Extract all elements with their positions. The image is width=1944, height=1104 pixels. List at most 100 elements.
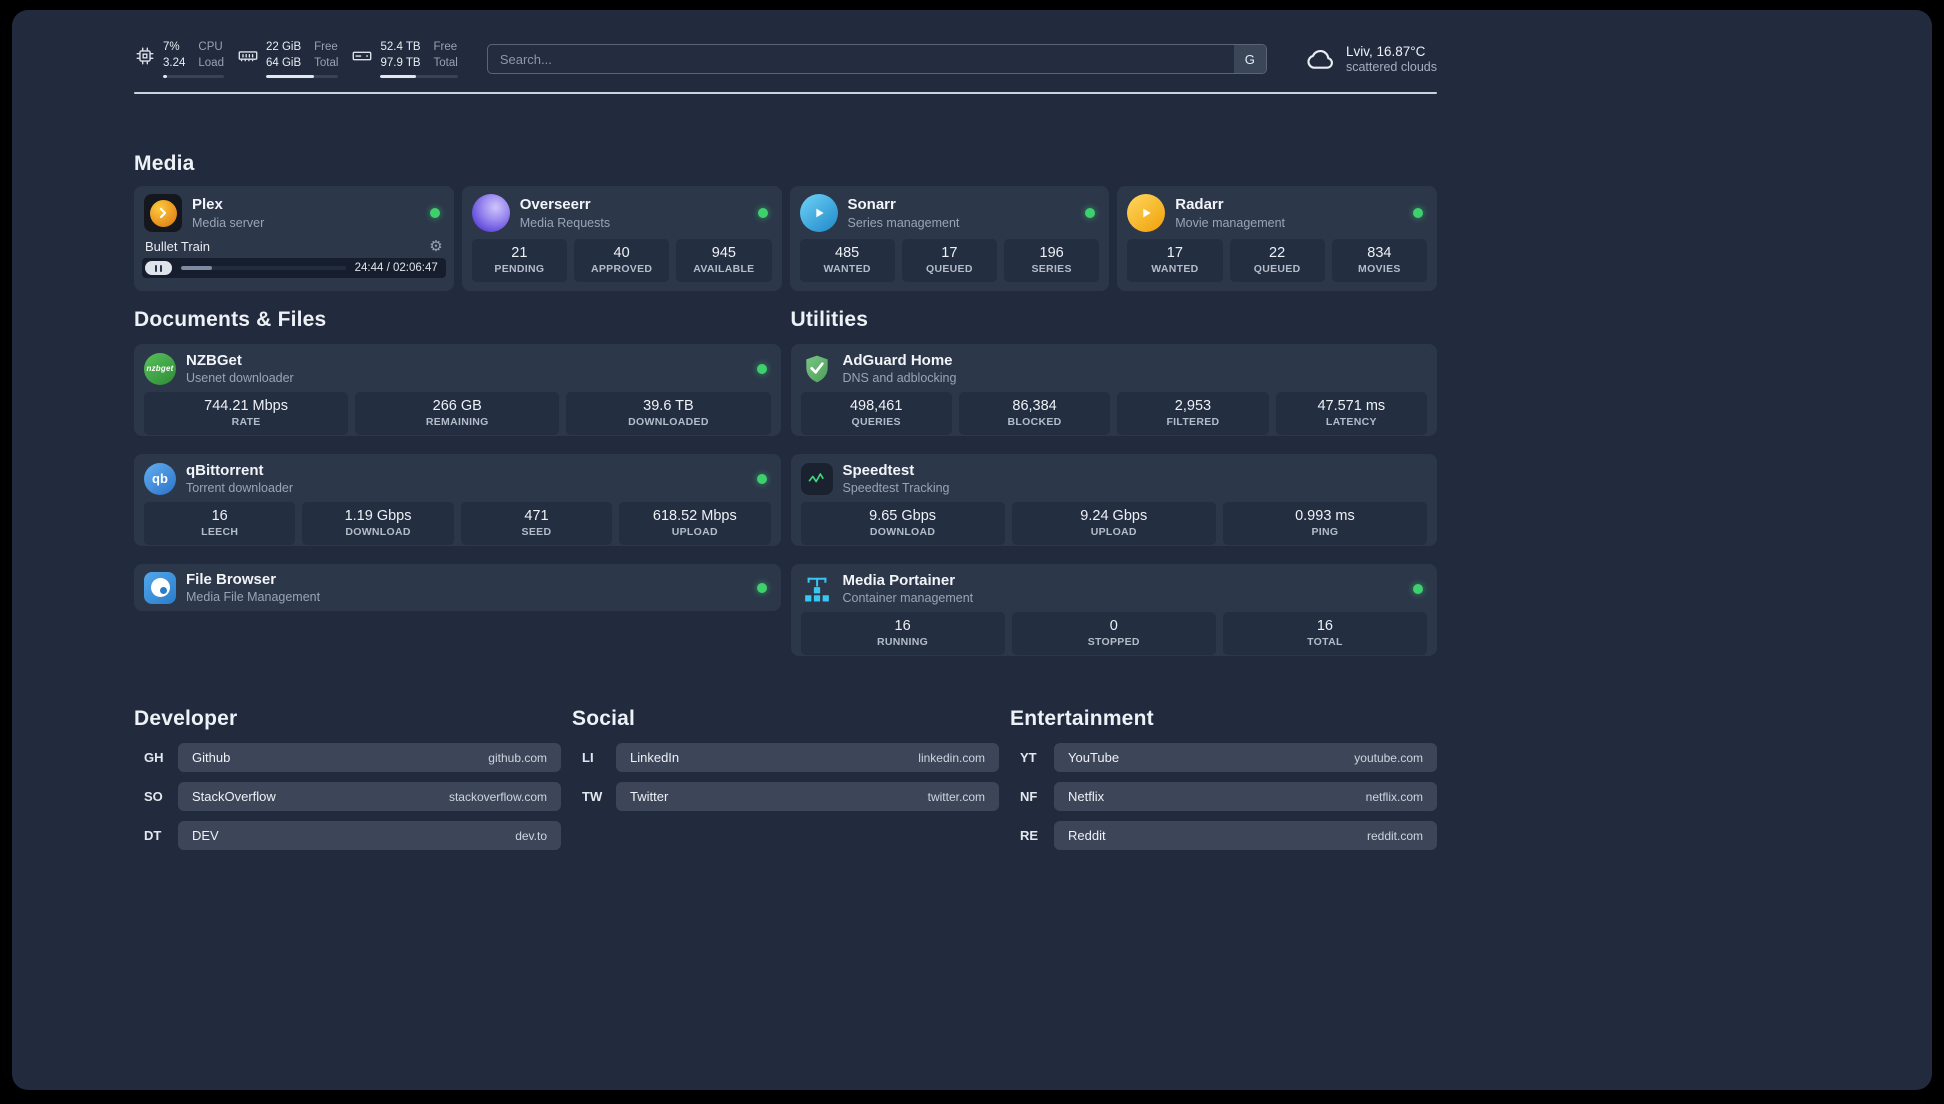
section-entertainment: Entertainment YT YouTube youtube.com NF …	[1010, 706, 1437, 850]
stat-value: 618.52 Mbps	[652, 508, 737, 525]
seek-track[interactable]	[181, 266, 346, 270]
cpu-load-value: 3.24	[163, 56, 186, 69]
playback-time: 24:44 / 02:06:47	[354, 262, 438, 274]
stat-value: 945	[711, 245, 736, 261]
app-subtitle: Torrent downloader	[186, 481, 294, 496]
bookmark-abbr: SO	[144, 789, 163, 804]
ram-free-label: Free	[314, 41, 338, 54]
app-name: Media Portainer	[842, 572, 956, 589]
stat-tile: 16 TOTAL	[1222, 612, 1428, 656]
stat-value: 39.6 TB	[643, 398, 694, 415]
bookmark-url: netflix.com	[1365, 789, 1423, 804]
header-divider	[134, 92, 1437, 94]
top-bar: 7% 3.24 CPU Load 22 GiB 64 GiB	[134, 40, 1437, 78]
stat-label: WANTED	[823, 263, 871, 275]
section-title-entertainment: Entertainment	[1010, 707, 1154, 730]
bookmark-row: DT DEV dev.to	[134, 821, 561, 850]
bookmark-github[interactable]: Github github.com	[178, 743, 561, 772]
app-subtitle: Movie management	[1175, 215, 1286, 230]
stat-value: 9.24 Gbps	[1080, 508, 1148, 525]
search-input[interactable]	[486, 44, 1267, 74]
app-card-filebrowser[interactable]: File Browser Media File Management	[134, 564, 781, 611]
stat-value: 17	[941, 245, 958, 261]
bookmark-row: SO StackOverflow stackoverflow.com	[134, 782, 561, 811]
player-progress-bar[interactable]: 24:44 / 02:06:47	[142, 258, 446, 278]
stats-row: 485 WANTED 17 QUEUED 196 SERIES	[790, 232, 1110, 282]
stat-tile: 485 WANTED	[799, 239, 895, 282]
dashboard: 7% 3.24 CPU Load 22 GiB 64 GiB	[12, 10, 1932, 1090]
stat-value: 16	[1316, 618, 1333, 635]
ram-total-label: Total	[314, 56, 339, 69]
stat-label: REMAINING	[425, 416, 489, 429]
stat-label: PENDING	[494, 263, 545, 275]
app-card-portainer[interactable]: Media Portainer Container management 16 R…	[790, 564, 1438, 656]
stat-label: FILTERED	[1166, 416, 1220, 429]
bookmark-youtube[interactable]: YouTube youtube.com	[1054, 743, 1437, 772]
hard-drive-icon	[353, 51, 372, 61]
stat-value: 471	[524, 508, 549, 525]
app-card-nzbget[interactable]: nzbget NZBGet Usenet downloader 744.21 M…	[134, 344, 781, 436]
stat-label: QUERIES	[851, 416, 901, 429]
stat-label: UPLOAD	[671, 526, 718, 539]
bookmark-abbr: LI	[582, 750, 594, 765]
app-subtitle: Speedtest Tracking	[842, 481, 950, 496]
stat-label: RATE	[231, 416, 261, 429]
disk-monitor: 52.4 TB 97.9 TB Free Total	[351, 40, 458, 78]
bookmark-stackoverflow[interactable]: StackOverflow stackoverflow.com	[178, 782, 561, 811]
stat-value: 498,461	[849, 398, 903, 415]
stat-tile: 266 GB REMAINING	[355, 392, 560, 436]
app-card-plex[interactable]: Plex Media server Bullet Train ⚙ 24:44 /…	[134, 186, 454, 291]
bookmark-name: Netflix	[1068, 789, 1105, 804]
bookmark-name: Twitter	[630, 789, 669, 804]
pause-button[interactable]	[145, 261, 172, 275]
bookmark-name: StackOverflow	[192, 789, 276, 804]
stat-label: AVAILABLE	[693, 263, 755, 275]
app-card-adguard[interactable]: AdGuard Home DNS and adblocking 498,461 Q…	[790, 344, 1437, 436]
bookmark-name: Reddit	[1068, 828, 1106, 843]
stat-label: DOWNLOAD	[869, 526, 936, 539]
stat-value: 16	[211, 508, 228, 525]
cpu-percent: 7%	[163, 41, 180, 54]
stats-row: 17 WANTED 22 QUEUED 834 MOVIES	[1117, 232, 1437, 282]
gear-icon[interactable]: ⚙	[429, 238, 443, 255]
bookmark-row: TW Twitter twitter.com	[572, 782, 999, 811]
stat-label: RUNNING	[877, 636, 929, 649]
stat-tile: 47.571 ms LATENCY	[1275, 392, 1427, 436]
bookmark-row: LI LinkedIn linkedin.com	[572, 743, 999, 772]
app-name: Speedtest	[842, 462, 915, 479]
app-subtitle: Media Requests	[519, 215, 611, 230]
now-playing-title: Bullet Train	[145, 239, 211, 254]
stat-label: LATENCY	[1325, 416, 1377, 429]
bookmark-linkedin[interactable]: LinkedIn linkedin.com	[616, 743, 999, 772]
stat-value: 40	[613, 245, 630, 261]
app-card-speedtest[interactable]: Speedtest Speedtest Tracking 9.65 Gbps DO…	[790, 454, 1437, 546]
media-grid: Plex Media server Bullet Train ⚙ 24:44 /…	[134, 186, 1437, 291]
app-name: qBittorrent	[186, 462, 264, 479]
app-card-sonarr[interactable]: Sonarr Series management 485 WANTED 17 QUE…	[789, 186, 1110, 291]
app-name: Sonarr	[847, 196, 896, 214]
bookmark-netflix[interactable]: Netflix netflix.com	[1054, 782, 1437, 811]
bookmark-row: GH Github github.com	[134, 743, 561, 772]
stat-label: QUEUED	[926, 263, 973, 275]
bookmark-reddit[interactable]: Reddit reddit.com	[1054, 821, 1437, 850]
stat-label: STOPPED	[1087, 636, 1140, 649]
bookmark-url: linkedin.com	[918, 750, 985, 765]
section-title-media: Media	[134, 152, 195, 175]
app-name: NZBGet	[186, 352, 242, 369]
bookmark-abbr: TW	[582, 789, 603, 804]
stat-label: MOVIES	[1358, 263, 1401, 275]
stats-row: 16 RUNNING 0 STOPPED 16 TOTAL	[791, 605, 1438, 656]
stats-row: 744.21 Mbps RATE 266 GB REMAINING 39.6 TB D…	[134, 385, 781, 436]
stat-tile: 16 RUNNING	[800, 612, 1005, 656]
section-title-documents: Documents & Files	[134, 308, 327, 331]
app-card-radarr[interactable]: Radarr Movie management 17 WANTED 22 QUEUE…	[1117, 186, 1437, 291]
search-engine-button[interactable]: G	[1233, 45, 1266, 73]
stat-tile: 16 LEECH	[144, 502, 296, 546]
disk-total-label: Total	[433, 56, 458, 69]
app-card-overseerr[interactable]: Overseerr Media Requests 21 PENDING 40 APP…	[461, 186, 782, 291]
bookmark-twitter[interactable]: Twitter twitter.com	[616, 782, 999, 811]
stat-label: BLOCKED	[1007, 416, 1062, 429]
bookmark-dev[interactable]: DEV dev.to	[178, 821, 561, 850]
app-card-qbittorrent[interactable]: qb qBittorrent Torrent downloader 16 LEEC…	[134, 454, 781, 546]
bookmark-abbr: NF	[1020, 789, 1038, 804]
